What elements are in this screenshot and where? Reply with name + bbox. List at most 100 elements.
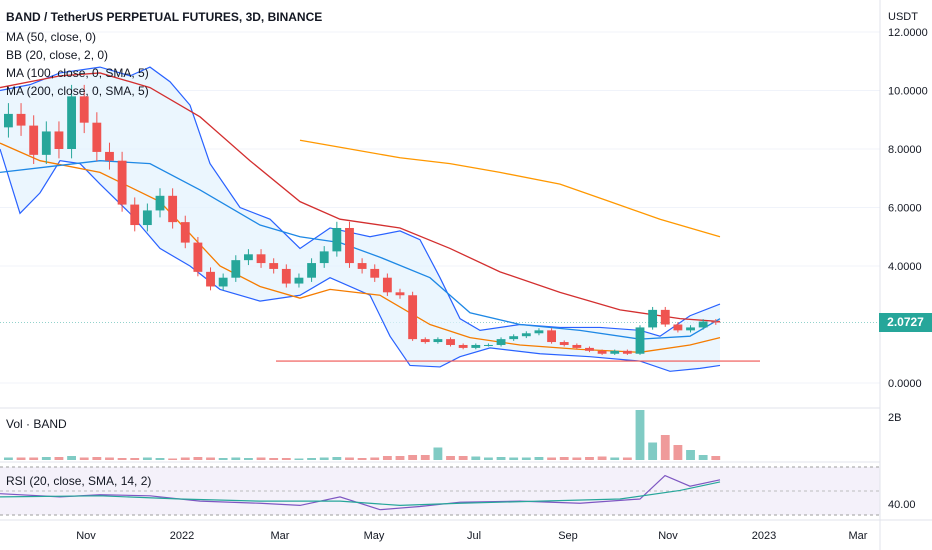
legend-volume[interactable]: Vol · BAND [6, 417, 67, 431]
volume-bar [686, 450, 695, 460]
volume-bar [547, 457, 556, 460]
volume-bar [610, 457, 620, 460]
candle-body [105, 151, 114, 161]
price-tick-label: 4.0000 [888, 261, 922, 273]
volume-bar [446, 456, 455, 460]
candle-body [180, 222, 190, 243]
candle-body [29, 125, 39, 155]
volume-bar [357, 458, 367, 460]
candle-body [610, 350, 620, 354]
volume-bar [105, 457, 114, 460]
volume-bar [117, 458, 127, 460]
volume-bar [673, 445, 683, 460]
volume-bar [54, 457, 64, 460]
currency-label: USDT [888, 11, 918, 23]
time-tick-label: Sep [558, 530, 578, 542]
volume-bar [648, 442, 658, 460]
legend-rsi[interactable]: RSI (20, close, SMA, 14, 2) [6, 474, 152, 488]
volume-bar [635, 410, 645, 460]
candle-body [142, 210, 152, 226]
volume-bar [471, 456, 481, 460]
candle-body [155, 195, 165, 211]
rsi-axis-label: 40.00 [888, 499, 916, 511]
volume-bar [408, 455, 418, 460]
volume-bar [521, 457, 531, 460]
volume-pane: 2B [0, 407, 901, 460]
legend-ma200[interactable]: MA (200, close, 0, SMA, 5) [6, 84, 149, 98]
chart-title[interactable]: BAND / TetherUS PERPETUAL FUTURES, 3D, B… [6, 10, 323, 24]
rsi-lines [0, 474, 721, 511]
legend-bb[interactable]: BB (20, close, 2, 0) [6, 48, 109, 62]
candle-body [294, 277, 304, 284]
time-tick-label: Mar [271, 530, 290, 542]
candle-body [496, 339, 506, 345]
ma200-line [299, 139, 721, 238]
price-tick-label: 10.0000 [888, 86, 928, 98]
candle-body [660, 309, 670, 325]
price-tick-label: 12.0000 [888, 27, 928, 39]
candle-body [206, 271, 215, 287]
candle-body [41, 131, 51, 155]
candle-body [395, 292, 405, 296]
candle-body [622, 350, 632, 354]
volume-bar [597, 456, 607, 460]
candle-body [597, 350, 607, 354]
candle-body [370, 268, 380, 278]
candle-body [420, 339, 430, 343]
candle-body [458, 344, 468, 348]
candle-body [130, 204, 140, 226]
volume-bar [382, 456, 392, 460]
candle-body [648, 309, 658, 328]
time-tick-label: 2022 [170, 530, 194, 542]
volume-bar [256, 457, 266, 460]
price-axis[interactable]: 12.0000 10.0000 8.0000 6.0000 4.0000 0.0000 [888, 27, 928, 390]
volume-bar [142, 457, 152, 460]
price-tick-label: 6.0000 [888, 203, 922, 215]
candle-body [559, 342, 569, 345]
volume-bar [559, 457, 569, 460]
legend-ma50[interactable]: MA (50, close, 0) [6, 30, 97, 44]
candle-body [79, 96, 89, 123]
main-pane: 12.0000 10.0000 8.0000 6.0000 4.0000 0.0000 [0, 27, 928, 390]
volume-bar [433, 447, 443, 460]
volume-bar [660, 435, 670, 460]
candle-body [408, 295, 418, 340]
candle-body [585, 347, 594, 351]
volume-bar [79, 457, 89, 460]
candle-body [433, 339, 443, 343]
volume-bar [534, 457, 544, 460]
candle-body [256, 254, 266, 264]
time-axis[interactable]: Nov 2022 Mar May Jul Sep Nov 2023 Mar [76, 530, 868, 542]
volume-bar [622, 457, 632, 460]
volume-bar [484, 457, 493, 460]
legend-ma100[interactable]: MA (100, close, 0, SMA, 5) [6, 66, 149, 80]
volume-bar [370, 457, 380, 460]
volume-bar [130, 458, 140, 460]
candle-body [332, 227, 342, 252]
candle-body [711, 321, 721, 323]
volume-bar [67, 456, 76, 460]
volume-bars [4, 410, 721, 460]
candle-body [4, 113, 13, 128]
volume-bar [496, 457, 506, 460]
volume-axis-label: 2B [888, 412, 901, 424]
candle-body [446, 339, 455, 345]
bollinger-band-fill [0, 66, 721, 372]
volume-bar [458, 456, 468, 460]
volume-bar [319, 457, 329, 460]
rsi-line [0, 474, 721, 511]
volume-bar [698, 455, 708, 460]
candle-body [117, 160, 127, 205]
candle-body [92, 122, 102, 152]
candle-body [382, 277, 392, 293]
time-tick-label: Mar [849, 530, 868, 542]
volume-bar [307, 458, 316, 460]
time-tick-label: Jul [467, 530, 481, 542]
candle-body [231, 260, 241, 278]
volume-bar [244, 458, 253, 460]
volume-bar [332, 457, 342, 460]
time-tick-label: Nov [658, 530, 678, 542]
candle-body [168, 195, 178, 223]
candle-body [572, 344, 582, 348]
